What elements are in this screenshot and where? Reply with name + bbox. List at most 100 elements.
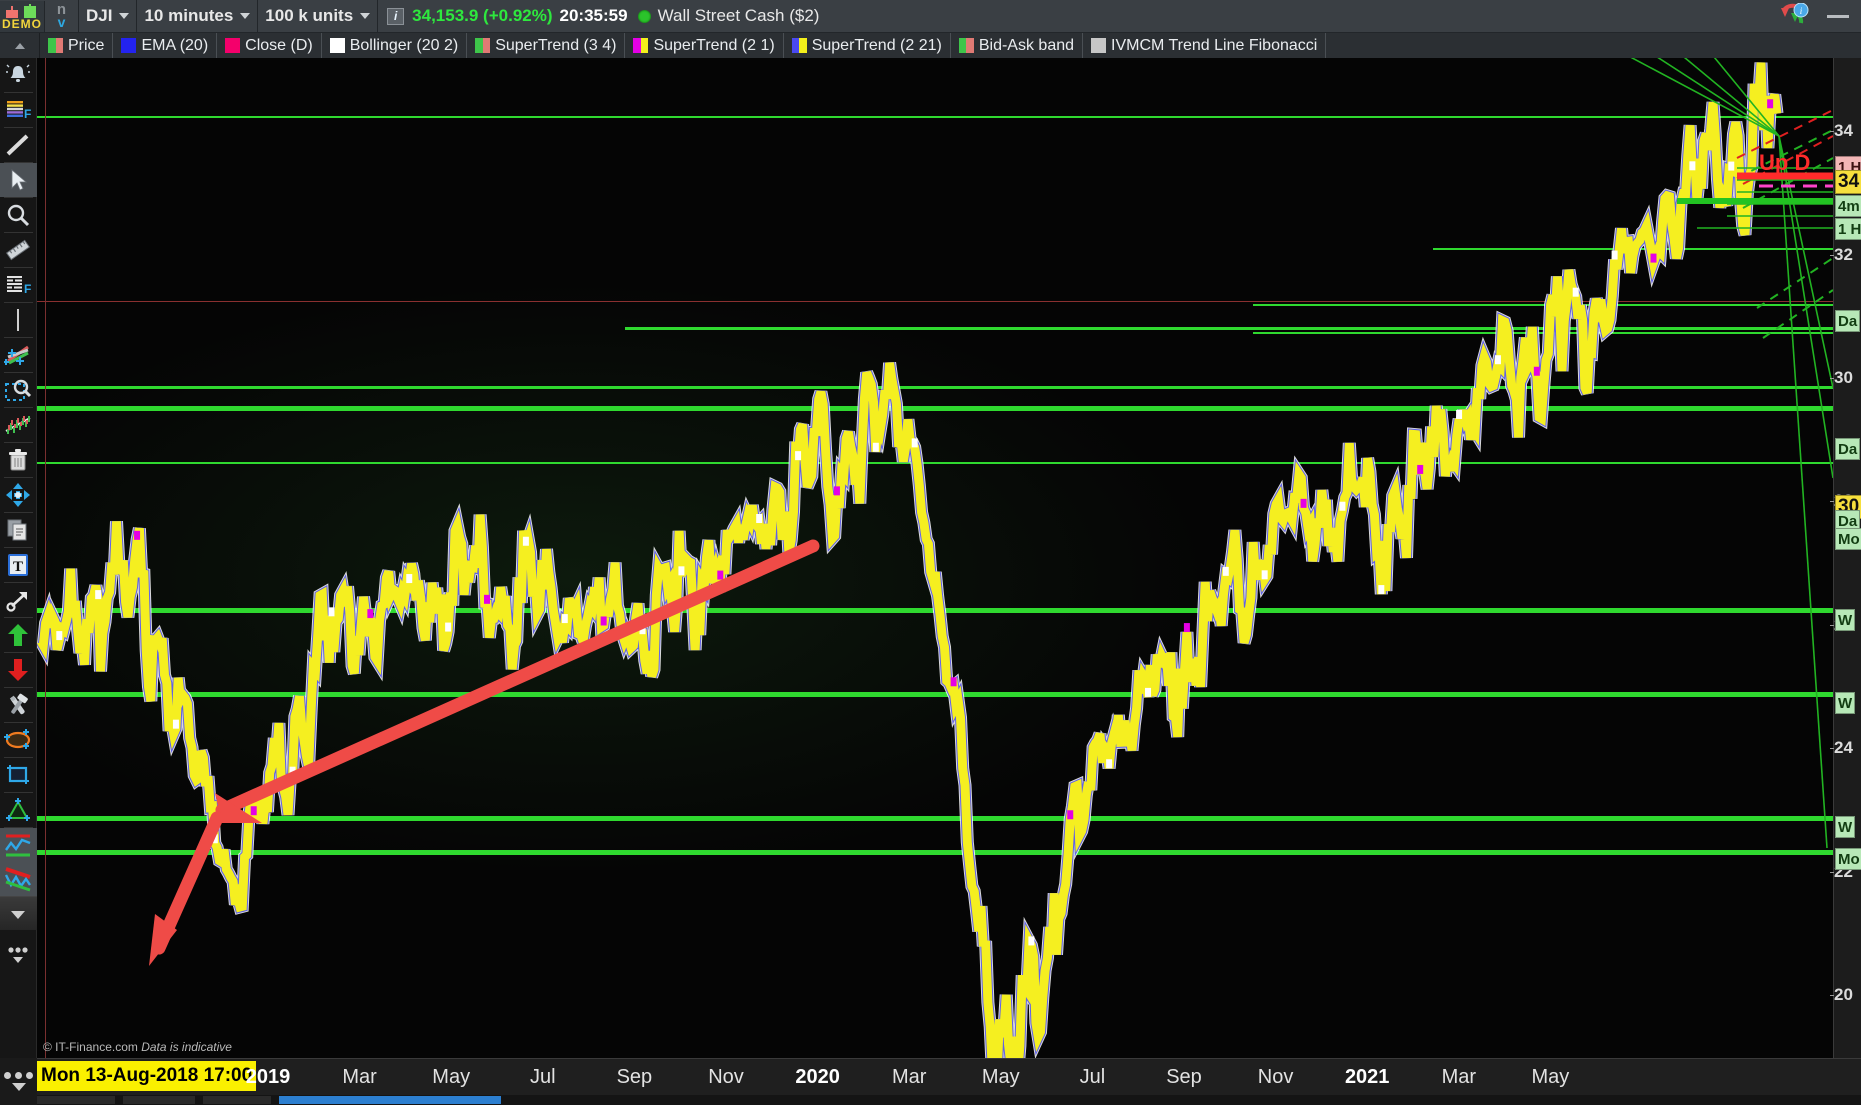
price-chart[interactable]: Up D © IT-Finance.com Data is indicative xyxy=(37,58,1833,1058)
minimize-icon[interactable] xyxy=(1827,14,1849,18)
date-axis-tick: May xyxy=(1531,1066,1570,1088)
move-icon[interactable] xyxy=(0,478,37,512)
crosshair-vertical-line xyxy=(45,58,46,1058)
legend-color-swatch xyxy=(48,38,63,53)
chart-background xyxy=(37,58,1833,1058)
supertrend-marker xyxy=(1611,250,1618,260)
crosshair-date-badge: Mon 13-Aug-2018 17:00 xyxy=(37,1061,257,1091)
legend-item-supertrend-3-4[interactable]: SuperTrend (3 4) xyxy=(467,33,626,58)
chevron-down-icon xyxy=(240,13,251,19)
legend-item-supertrend-2-1[interactable]: SuperTrend (2 1) xyxy=(625,33,784,58)
ellipse-tool-icon[interactable] xyxy=(0,723,37,757)
legend-item-ema-20[interactable]: EMA (20) xyxy=(113,33,218,58)
channel-up-icon[interactable] xyxy=(0,828,37,862)
copy-icon[interactable] xyxy=(0,513,37,547)
scrollbar-track-left[interactable] xyxy=(37,1096,115,1104)
zoom-icon[interactable] xyxy=(0,198,37,232)
price-level-marker[interactable]: Da xyxy=(1835,510,1861,532)
supertrend-marker xyxy=(1067,810,1074,820)
toolbar-divider xyxy=(3,477,33,478)
cursor-arrow-icon[interactable] xyxy=(0,163,37,197)
legend-collapse-icon[interactable] xyxy=(0,33,40,58)
price-level-marker[interactable]: 34 xyxy=(1835,170,1861,194)
ruler-icon[interactable] xyxy=(0,233,37,267)
vertical-line-icon[interactable] xyxy=(0,303,37,337)
level-line xyxy=(37,462,1833,464)
delete-icon[interactable] xyxy=(0,443,37,477)
legend-item-bid-ask-band[interactable]: Bid-Ask band xyxy=(951,33,1084,58)
level-line xyxy=(37,692,1833,697)
settings-tools-icon[interactable] xyxy=(0,688,37,722)
supertrend-marker xyxy=(95,590,102,600)
overflow-menu-icon[interactable] xyxy=(0,930,37,976)
demo-account-badge[interactable]: DEMO xyxy=(0,0,45,32)
scrollbar-thumb[interactable] xyxy=(279,1096,501,1104)
toolbar-divider xyxy=(3,407,33,408)
more-tools-icon[interactable] xyxy=(0,896,37,930)
info-icon[interactable]: i xyxy=(387,7,405,25)
triangle-tool-icon[interactable] xyxy=(0,793,37,827)
legend-item-close-d[interactable]: Close (D) xyxy=(217,33,322,58)
price-level-marker[interactable]: Da xyxy=(1835,438,1861,460)
logo-bottom-letter: v xyxy=(57,14,66,30)
legend-item-label: SuperTrend (2 1) xyxy=(653,36,775,54)
horizontal-scrollbar[interactable] xyxy=(37,1095,1861,1105)
svg-text:i: i xyxy=(1800,6,1803,16)
units-selector[interactable]: 100 k units xyxy=(258,0,379,33)
toolbar-divider xyxy=(3,337,33,338)
text-tool-icon[interactable]: T xyxy=(0,548,37,582)
channel-down-icon[interactable] xyxy=(0,862,37,896)
legend-color-swatch xyxy=(225,38,241,53)
zoom-selection-icon[interactable] xyxy=(0,373,37,407)
indicator-icon[interactable] xyxy=(0,408,37,442)
price-level-marker[interactable]: W xyxy=(1835,692,1856,714)
legend-color-swatch xyxy=(958,38,974,53)
price-level-marker[interactable]: W xyxy=(1835,816,1856,838)
trendline-icon[interactable] xyxy=(0,128,37,162)
data-table-f-icon[interactable]: F xyxy=(0,268,37,302)
sell-arrow-down-icon[interactable] xyxy=(0,653,37,687)
scrollbar-track-mid2[interactable] xyxy=(203,1096,271,1104)
legend-item-ivmcm-trend-line-fibonacci[interactable]: IVMCM Trend Line Fibonacci xyxy=(1083,33,1327,58)
toolbar-divider xyxy=(3,127,33,128)
supertrend-marker xyxy=(1261,570,1268,580)
supertrend-marker xyxy=(1106,759,1113,769)
axis-corner-menu[interactable] xyxy=(0,1058,37,1105)
price-level-marker[interactable]: W xyxy=(1835,609,1856,631)
platform-logo-icon[interactable]: n v xyxy=(45,0,79,33)
level-line xyxy=(1253,304,1833,306)
supertrend-marker xyxy=(911,438,918,448)
price-level-marker[interactable]: 4m xyxy=(1835,195,1861,217)
fibonacci-cross-icon[interactable] xyxy=(0,338,37,372)
arrow-tool-icon[interactable] xyxy=(0,583,37,617)
price-level-marker[interactable]: 1 H xyxy=(1835,218,1861,240)
chart-watermark: © IT-Finance.com Data is indicative xyxy=(43,1040,232,1054)
supertrend-marker xyxy=(833,486,840,496)
refresh-icon[interactable]: i xyxy=(1779,2,1813,29)
price-level-marker[interactable]: Mo xyxy=(1835,848,1861,870)
overflow-dots-icon xyxy=(4,1072,33,1079)
supertrend-marker xyxy=(1456,409,1463,419)
rectangle-tool-icon[interactable] xyxy=(0,758,37,792)
demo-bars-icon xyxy=(2,3,42,18)
alerts-icon[interactable] xyxy=(0,58,37,92)
supertrend-marker xyxy=(1533,366,1540,376)
symbol-selector[interactable]: DJI xyxy=(79,0,138,33)
supertrend-marker xyxy=(1339,501,1346,511)
legend-item-label: SuperTrend (2 21) xyxy=(811,36,942,54)
price-level-marker[interactable]: Da xyxy=(1835,310,1861,332)
quote-panel: i 34,153.9 (+0.92%) 20:35:59 Wall Street… xyxy=(378,0,826,33)
legend-item-bollinger-20-2[interactable]: Bollinger (20 2) xyxy=(322,33,468,58)
supertrend-marker xyxy=(1689,161,1696,171)
timeframe-label: 10 minutes xyxy=(144,6,234,25)
timeframe-selector[interactable]: 10 minutes xyxy=(137,0,259,33)
price-ladder-f-icon[interactable]: F xyxy=(0,93,37,127)
price-level-marker[interactable]: Mo xyxy=(1835,528,1861,550)
legend-item-supertrend-2-21[interactable]: SuperTrend (2 21) xyxy=(784,33,951,58)
buy-arrow-up-icon[interactable] xyxy=(0,618,37,652)
legend-item-price[interactable]: Price xyxy=(40,33,114,58)
scrollbar-track-mid[interactable] xyxy=(123,1096,195,1104)
date-axis[interactable]: Mon 13-Aug-2018 17:00 2019 Mar May Jul Sep No… xyxy=(37,1058,1861,1095)
price-axis-tick: 34 xyxy=(1830,121,1853,141)
